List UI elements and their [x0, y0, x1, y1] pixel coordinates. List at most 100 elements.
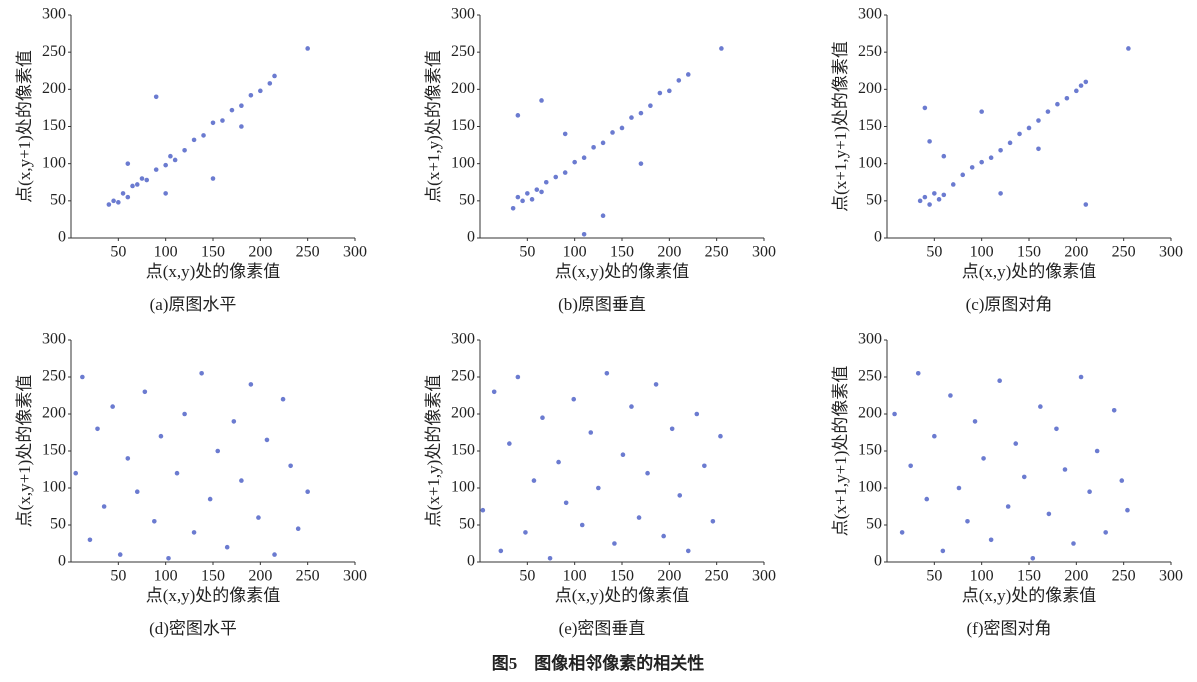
y-tick-label: 100	[451, 154, 475, 171]
point	[941, 192, 947, 198]
point	[612, 541, 617, 546]
point	[116, 200, 121, 205]
point	[645, 470, 650, 476]
point	[95, 426, 100, 432]
point	[144, 177, 150, 183]
point	[591, 145, 596, 150]
y-axis-label: 点(x+1,y+1)处的像素值	[831, 41, 850, 212]
point	[153, 167, 159, 172]
point	[917, 198, 923, 204]
point	[610, 130, 615, 135]
point	[600, 213, 606, 218]
point	[210, 176, 216, 181]
y-tick-label: 50	[50, 192, 66, 209]
x-tick-label: 250	[705, 568, 729, 585]
y-tick-label: 250	[42, 368, 66, 385]
point	[979, 159, 984, 165]
y-tick-label: 150	[858, 117, 882, 134]
x-tick-label: 150	[1017, 244, 1041, 261]
point	[199, 371, 204, 376]
x-tick-label: 100	[154, 244, 178, 261]
point	[305, 46, 310, 51]
point	[1036, 146, 1041, 152]
x-tick-label: 100	[970, 568, 994, 585]
y-tick-label: 0	[874, 553, 882, 570]
subplot-caption: (b)原图垂直	[558, 295, 646, 314]
point	[932, 191, 937, 196]
y-tick-label: 250	[858, 368, 882, 385]
point	[710, 519, 716, 524]
point	[1119, 478, 1125, 483]
y-tick-label: 50	[459, 192, 475, 209]
point	[158, 433, 164, 439]
x-tick-label: 150	[201, 568, 225, 585]
point	[1094, 448, 1100, 454]
point	[1026, 125, 1032, 131]
figure-caption: 图5 图像相邻像素的相关性	[492, 653, 705, 673]
x-axis-label: 点(x,y)处的像素值	[962, 586, 1097, 605]
point	[638, 161, 644, 166]
point	[1021, 474, 1027, 480]
point	[515, 194, 521, 200]
point	[117, 552, 123, 557]
point	[927, 202, 932, 207]
x-tick-label: 250	[1112, 244, 1136, 261]
point	[229, 107, 235, 113]
x-axis-label: 点(x,y)处的像素值	[555, 262, 690, 281]
point	[207, 496, 213, 502]
point	[972, 419, 978, 424]
point	[280, 396, 286, 402]
point	[163, 162, 168, 168]
point	[1083, 202, 1089, 207]
point	[1013, 441, 1019, 446]
point	[510, 205, 516, 211]
point	[941, 153, 947, 159]
y-tick-label: 150	[858, 442, 882, 459]
y-tick-label: 0	[467, 229, 475, 246]
y-tick-label: 200	[451, 405, 475, 422]
y-tick-label: 300	[858, 6, 882, 23]
x-tick-label: 200	[657, 568, 681, 585]
y-tick-label: 300	[858, 331, 882, 348]
point	[166, 556, 171, 561]
y-tick-label: 150	[42, 442, 66, 459]
point	[224, 544, 230, 550]
point	[948, 393, 953, 398]
point	[619, 125, 625, 131]
x-tick-label: 200	[248, 568, 272, 585]
point	[1111, 408, 1117, 413]
y-tick-label: 50	[866, 516, 882, 533]
point	[636, 515, 642, 520]
point	[940, 548, 946, 554]
point	[210, 120, 216, 126]
point	[604, 371, 610, 376]
y-axis-label: 点(x+1,y)处的像素值	[424, 375, 443, 528]
point	[1071, 541, 1076, 546]
y-tick-label: 300	[42, 331, 66, 348]
point	[956, 485, 962, 491]
y-tick-label: 50	[866, 192, 882, 209]
x-tick-label: 100	[563, 568, 587, 585]
point	[1087, 489, 1092, 495]
point	[629, 115, 634, 120]
point	[515, 374, 521, 380]
x-tick-label: 200	[1064, 244, 1088, 261]
point	[256, 515, 261, 520]
point	[653, 382, 659, 387]
point	[231, 419, 237, 424]
point	[168, 153, 173, 159]
point	[1078, 83, 1084, 88]
point	[694, 411, 700, 417]
point	[596, 485, 601, 491]
x-tick-label: 150	[201, 244, 225, 261]
point	[80, 374, 85, 380]
point	[685, 72, 691, 77]
y-axis-label: 点(x+1,y+1)处的像素值	[831, 366, 850, 537]
x-tick-label: 150	[1017, 568, 1041, 585]
point	[629, 404, 634, 409]
point	[239, 124, 244, 129]
y-tick-label: 100	[451, 479, 475, 496]
point	[936, 197, 942, 202]
point	[979, 109, 984, 114]
subplot-caption: (d)密图水平	[149, 619, 237, 638]
